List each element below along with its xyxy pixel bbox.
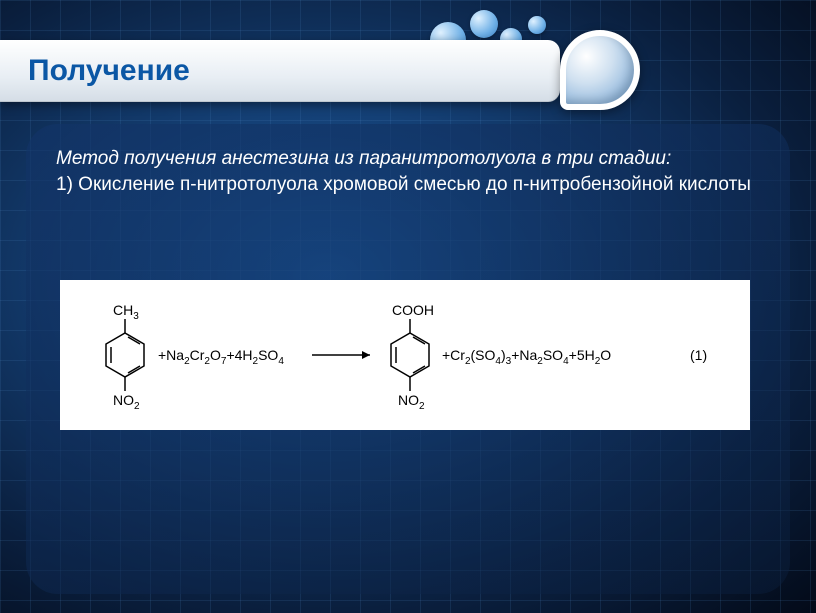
slide-title: Получение (28, 54, 190, 88)
title-bar: Получение (0, 40, 560, 102)
reaction-diagram: CH3 NO2 +Na2Cr2O7+4H2SO4 COOH NO2 (60, 280, 750, 430)
intro-normal-text: 1) Окисление п-нитротолуола хромовой сме… (56, 172, 760, 198)
svg-text:COOH: COOH (392, 302, 434, 318)
reaction-svg: CH3 NO2 +Na2Cr2O7+4H2SO4 COOH NO2 (70, 288, 740, 422)
title-ornament (560, 30, 640, 110)
intro-italic-text: Метод получения анестезина из паранитрот… (56, 146, 760, 172)
svg-text:CH3: CH3 (113, 302, 139, 322)
svg-text:NO2: NO2 (113, 392, 140, 412)
equation-number: (1) (690, 347, 707, 363)
svg-text:+Cr2(SO4)3+Na2SO4+5H2O: +Cr2(SO4)3+Na2SO4+5H2O (442, 347, 611, 367)
svg-text:+Na2Cr2O7+4H2SO4: +Na2Cr2O7+4H2SO4 (158, 347, 284, 367)
svg-text:NO2: NO2 (398, 392, 425, 412)
slide: Получение Метод получения анестезина из … (0, 0, 816, 613)
